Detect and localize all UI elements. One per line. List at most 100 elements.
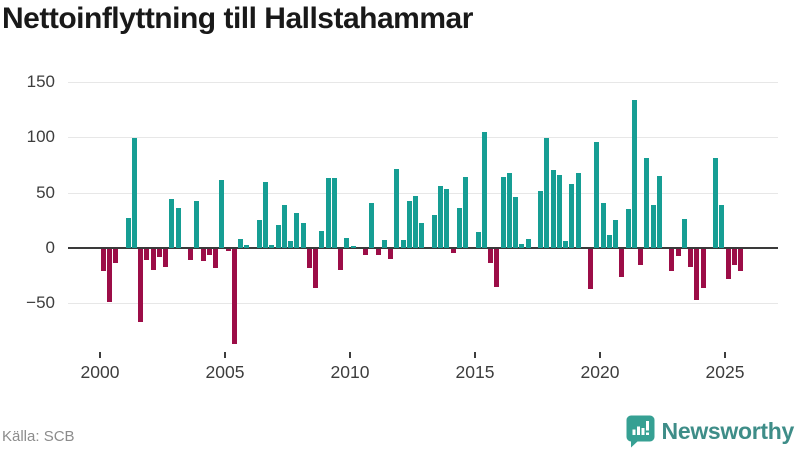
- bar-2014q3: [463, 177, 469, 248]
- bar-2007q3: [288, 241, 294, 248]
- bar-2011q3: [388, 249, 394, 259]
- bar-2015q3: [488, 249, 494, 264]
- chart-title: Nettoinflyttning till Hallstahammar: [2, 2, 473, 35]
- bar-2019q4: [594, 141, 600, 248]
- bar-2023q1: [675, 249, 681, 256]
- bar-2010q1: [350, 245, 356, 248]
- bar-2016q1: [500, 177, 506, 248]
- bar-2005q2: [231, 249, 237, 345]
- bar-2021q2: [631, 99, 637, 248]
- bar-2003q1: [175, 208, 181, 248]
- bar-2023q4: [694, 249, 700, 300]
- bar-2020q2: [606, 234, 612, 248]
- x-tick-2025: [724, 352, 726, 358]
- bar-2003q3: [188, 249, 194, 261]
- bar-2022q1: [650, 204, 656, 248]
- y-axis-label-150: 150: [26, 71, 55, 91]
- x-tick-2000: [99, 352, 101, 358]
- bar-2006q4: [269, 244, 275, 248]
- bar-2013q2: [431, 214, 437, 248]
- bar-2012q1: [400, 240, 406, 248]
- bar-2016q2: [506, 172, 512, 248]
- bar-2011q4: [394, 169, 400, 248]
- bar-2001q1: [125, 218, 131, 248]
- bar-2022q4: [669, 249, 675, 272]
- bar-2000q3: [113, 249, 119, 264]
- bar-2024q4: [719, 204, 725, 248]
- bar-2004q2: [206, 249, 212, 255]
- bar-2013q3: [438, 185, 444, 248]
- bar-2004q1: [200, 249, 206, 262]
- bar-2012q2: [406, 201, 412, 248]
- bar-2025q3: [738, 249, 744, 272]
- bar-2002q1: [150, 249, 156, 271]
- bar-2015q4: [494, 249, 500, 287]
- x-axis-label-2010: 2010: [330, 362, 370, 382]
- y-axis-label-0: 0: [45, 238, 55, 257]
- bar-2017q3: [538, 191, 544, 248]
- bar-2025q2: [731, 249, 737, 265]
- bar-2005q4: [244, 244, 250, 248]
- bar-2025q1: [725, 249, 731, 279]
- bar-2006q3: [263, 181, 269, 248]
- bar-2019q3: [588, 249, 594, 289]
- y-axis-label-50: 50: [36, 182, 55, 202]
- bar-2023q2: [681, 219, 687, 248]
- bar-2002q4: [169, 199, 175, 248]
- bar-2008q2: [306, 249, 312, 268]
- bar-2018q2: [556, 174, 562, 248]
- bar-2017q4: [544, 138, 550, 248]
- bar-2018q3: [563, 241, 569, 248]
- x-axis-label-2005: 2005: [205, 362, 245, 382]
- x-axis-label-2025: 2025: [705, 362, 745, 382]
- gridline--50: [68, 303, 778, 305]
- bar-2024q1: [700, 249, 706, 288]
- bar-2015q2: [481, 131, 487, 248]
- bar-2010q4: [369, 202, 375, 248]
- bar-2009q2: [331, 178, 337, 248]
- x-tick-2020: [599, 352, 601, 358]
- bar-2002q3: [163, 249, 169, 267]
- bar-2021q4: [644, 158, 650, 248]
- gridline-150: [68, 81, 778, 83]
- bar-2009q4: [344, 238, 350, 248]
- y-axis-label--50: −50: [26, 293, 55, 313]
- bar-2015q1: [475, 232, 481, 248]
- gridline-50: [68, 192, 778, 194]
- bar-2012q3: [413, 195, 419, 248]
- bar-2001q4: [144, 249, 150, 261]
- bar-2019q1: [575, 172, 581, 248]
- bar-2001q2: [131, 138, 137, 248]
- bar-2002q2: [156, 249, 162, 257]
- zero-axis-line: [68, 247, 778, 249]
- x-tick-2015: [474, 352, 476, 358]
- x-tick-2005: [224, 352, 226, 358]
- bar-2011q1: [375, 249, 381, 255]
- bar-2012q4: [419, 222, 425, 248]
- newsworthy-wordmark: Newsworthy: [661, 417, 795, 444]
- bar-2016q4: [519, 243, 525, 248]
- bar-2003q4: [194, 201, 200, 248]
- bar-2021q3: [638, 249, 644, 265]
- bar-2016q3: [513, 197, 519, 248]
- source-label: Källa: SCB: [2, 428, 75, 445]
- x-tick-2010: [349, 352, 351, 358]
- bar-2018q1: [550, 170, 556, 248]
- bar-2021q1: [625, 209, 631, 248]
- bar-2023q3: [688, 249, 694, 267]
- x-axis-label-2020: 2020: [580, 362, 620, 382]
- bar-2024q3: [713, 158, 719, 248]
- bar-2000q2: [106, 249, 112, 303]
- newsworthy-logo: Newsworthy: [626, 414, 794, 448]
- gridline-100: [68, 137, 778, 139]
- bar-2005q3: [238, 239, 244, 248]
- bar-2007q1: [275, 224, 281, 248]
- x-axis-label-2015: 2015: [455, 362, 495, 382]
- bar-2007q2: [281, 204, 287, 248]
- bar-2011q2: [381, 240, 387, 248]
- y-axis-label-100: 100: [26, 127, 55, 147]
- bar-2014q2: [456, 208, 462, 248]
- bar-2020q1: [600, 202, 606, 248]
- bar-2004q4: [219, 180, 225, 248]
